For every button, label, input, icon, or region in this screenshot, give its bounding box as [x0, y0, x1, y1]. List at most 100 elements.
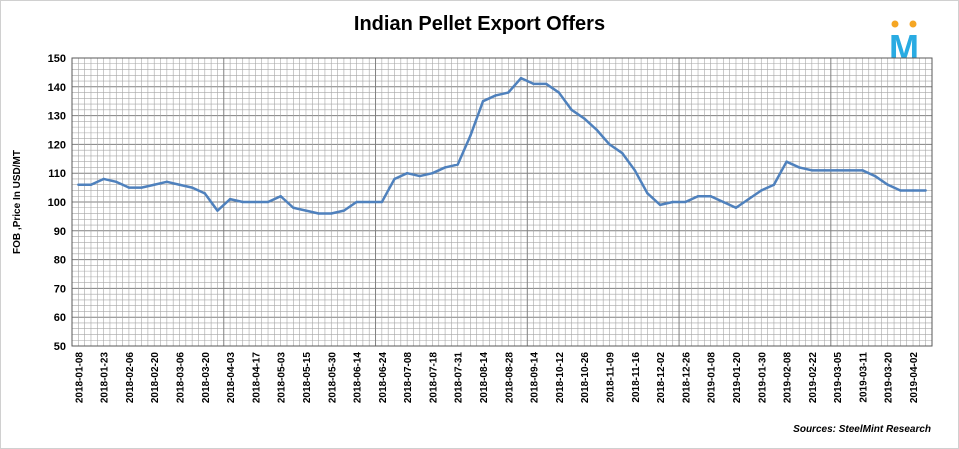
data-point	[393, 177, 396, 181]
x-tick-label: 2019-02-22	[808, 352, 819, 404]
data-point	[823, 169, 826, 172]
data-point	[292, 206, 295, 209]
x-tick-label: 2018-03-06	[176, 352, 187, 404]
data-point	[911, 189, 915, 192]
data-point	[266, 200, 270, 204]
y-tick-label: 100	[48, 197, 66, 209]
data-point	[203, 192, 206, 195]
data-point	[734, 206, 738, 209]
y-tick-label: 120	[48, 139, 66, 151]
x-tick-label: 2018-06-24	[378, 352, 389, 404]
y-tick-label: 140	[48, 82, 66, 94]
x-tick-label: 2019-01-08	[707, 352, 718, 404]
y-tick-label: 150	[48, 53, 66, 65]
data-point	[494, 94, 497, 97]
chart-title: Indian Pellet Export Offers	[353, 13, 606, 35]
data-point	[178, 183, 181, 186]
data-point	[633, 169, 636, 172]
data-point	[886, 183, 889, 186]
data-point	[368, 200, 371, 204]
series-line	[78, 76, 926, 215]
x-tick-label: 2018-07-31	[454, 352, 465, 404]
data-point	[304, 209, 308, 212]
data-point	[848, 169, 851, 172]
x-tick-label: 2018-08-14	[479, 352, 490, 404]
y-tick-label: 60	[54, 312, 66, 324]
x-tick-label: 2018-07-18	[428, 352, 439, 404]
data-point	[873, 174, 877, 178]
x-tick-label: 2019-03-20	[884, 352, 895, 404]
data-point	[102, 177, 105, 181]
x-tick-label: 2018-04-03	[226, 352, 237, 404]
data-point	[456, 163, 459, 166]
y-tick-label: 80	[54, 255, 66, 267]
data-point	[835, 169, 839, 172]
data-point	[772, 183, 776, 186]
data-point	[608, 143, 611, 146]
data-point	[684, 200, 687, 204]
x-tick-label: 2019-01-20	[732, 352, 743, 404]
plot-border	[71, 57, 933, 347]
data-point	[595, 128, 599, 132]
data-point	[557, 91, 561, 94]
x-tick-label: 2019-03-11	[858, 352, 869, 403]
data-point	[127, 186, 131, 189]
data-point	[115, 180, 118, 184]
y-axis-label: FOB ,Price In USD/MT	[12, 150, 23, 254]
data-point	[443, 166, 447, 169]
data-point	[861, 169, 864, 172]
data-point	[254, 200, 257, 204]
data-point	[481, 100, 485, 103]
source-note: Sources: SteelMint Research	[793, 424, 931, 435]
x-tick-label: 2019-03-05	[833, 352, 844, 404]
x-tick-label: 2018-11-16	[631, 352, 642, 403]
data-point	[620, 151, 624, 155]
data-point	[658, 203, 662, 207]
x-tick-label: 2018-08-28	[504, 352, 515, 404]
data-point	[798, 166, 801, 169]
x-tick-label: 2018-09-14	[530, 352, 541, 404]
data-point	[747, 197, 750, 201]
data-point	[228, 197, 232, 201]
data-point	[418, 174, 421, 178]
y-tick-label: 50	[54, 341, 66, 353]
x-tick-label: 2019-04-02	[909, 352, 920, 404]
data-point	[153, 183, 156, 186]
x-tick-label: 2018-11-09	[606, 352, 617, 403]
data-point	[722, 200, 725, 204]
data-point	[532, 82, 535, 86]
data-point	[330, 212, 333, 215]
data-point	[924, 189, 927, 192]
data-point	[431, 172, 434, 175]
x-tick-label: 2018-12-26	[681, 352, 692, 404]
x-tick-label: 2018-10-12	[555, 352, 566, 404]
x-tick-label: 2018-04-17	[251, 352, 262, 404]
data-point	[165, 180, 169, 184]
x-tick-label: 2018-03-20	[201, 352, 212, 404]
data-point	[709, 195, 712, 198]
data-point	[810, 169, 814, 172]
data-point	[519, 76, 523, 80]
data-point	[469, 134, 472, 137]
data-point	[671, 200, 674, 204]
data-point	[241, 200, 244, 204]
data-point	[583, 117, 586, 120]
x-tick-label: 2018-12-02	[656, 352, 667, 404]
data-point	[279, 195, 282, 198]
data-point	[405, 172, 409, 175]
x-tick-label: 2019-01-30	[757, 352, 768, 404]
data-point	[760, 189, 763, 192]
y-tick-label: 70	[54, 283, 66, 295]
data-point	[317, 212, 320, 215]
x-tick-label: 2019-02-08	[783, 352, 794, 404]
x-tick-label: 2018-01-08	[74, 352, 85, 404]
data-point	[380, 200, 384, 204]
y-tick-label: 110	[48, 168, 66, 180]
data-point	[190, 186, 194, 189]
data-point	[696, 195, 700, 198]
data-point	[342, 209, 346, 212]
y-tick-label: 130	[48, 111, 66, 123]
data-point	[507, 91, 510, 94]
x-tick-label: 2018-05-03	[277, 352, 288, 404]
x-tick-label: 2018-05-15	[302, 352, 313, 404]
